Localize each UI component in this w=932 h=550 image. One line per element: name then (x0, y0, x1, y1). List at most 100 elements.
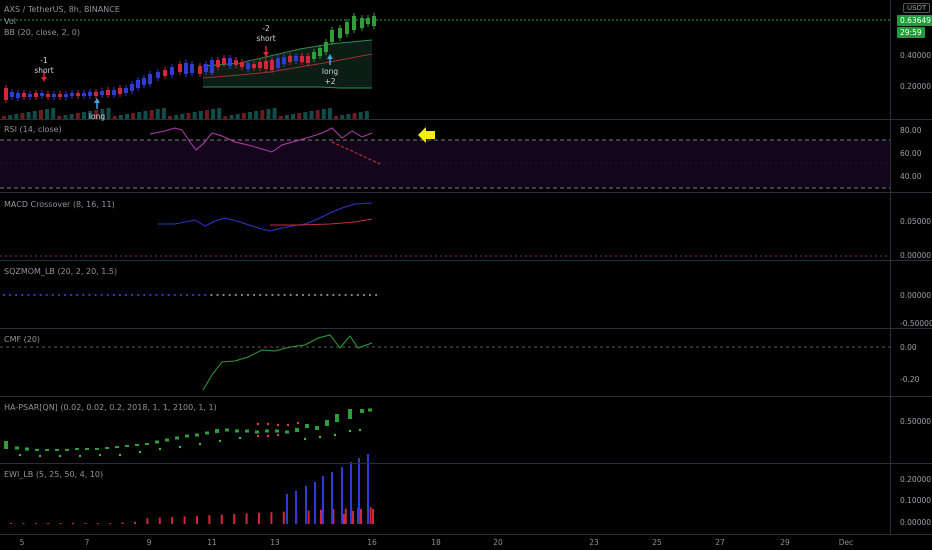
ewi-bar (34, 523, 37, 524)
indicator-label-rsi[interactable]: RSI (14, close) (4, 125, 62, 134)
squeeze-dot (259, 293, 262, 297)
volume-bar (94, 110, 99, 119)
indicator-label-sqzmom[interactable]: SQZMOM_LB (20, 2, 20, 1.5) (4, 267, 118, 276)
squeeze-dot (33, 293, 36, 297)
psar-dot (98, 453, 102, 457)
volume-bar (88, 111, 93, 119)
psar-dot (256, 422, 260, 426)
indicator-label-psar[interactable]: HA-PSAR[QN] (0.02, 0.02, 0.2, 2018, 1, 1… (4, 403, 217, 412)
time-tick: 25 (652, 538, 662, 547)
squeeze-dot (82, 293, 85, 297)
price-candle (58, 94, 62, 97)
volume-bar (272, 108, 277, 119)
price-candle (264, 61, 268, 69)
sqz-tick: 0.00000 (900, 291, 932, 300)
volume-bar (266, 109, 271, 119)
squeeze-dot (179, 293, 182, 297)
ewi-bar (331, 472, 333, 524)
ewi-tick: 0.10000 (900, 496, 932, 505)
long-signal-arrow (327, 54, 333, 59)
bb-upper-line (202, 39, 373, 67)
heikin-ashi-candle (225, 428, 229, 432)
time-tick: 29 (780, 538, 790, 547)
volume-bar (340, 115, 345, 119)
ewi-bar (22, 523, 25, 524)
price-candle (64, 94, 68, 97)
price-candle (94, 92, 98, 96)
macd-signal-line (270, 218, 373, 226)
pane-divider[interactable] (0, 260, 932, 261)
volume-bar (168, 116, 173, 119)
pane-divider[interactable] (0, 119, 932, 120)
time-tick: 20 (493, 538, 503, 547)
macd-tick: 0.05000 (900, 217, 932, 226)
bb-basis-line (202, 53, 373, 79)
price-candle (82, 93, 86, 96)
price-candle (198, 66, 202, 74)
volume-bar (63, 115, 68, 119)
pane-divider[interactable] (0, 396, 932, 397)
heikin-ashi-candle (105, 447, 109, 449)
volume-bar (352, 113, 357, 119)
squeeze-dot (9, 293, 12, 297)
symbol-title[interactable]: AXS / TetherUS, 8h, BINANCE (4, 5, 120, 14)
price-candle (258, 62, 262, 68)
price-candle (88, 92, 92, 96)
price-candle (28, 94, 32, 97)
ewi-bar (270, 512, 273, 524)
psar-dot (333, 433, 337, 437)
ewi-bar (305, 486, 307, 524)
squeeze-dot (45, 293, 48, 297)
price-candle (112, 90, 116, 95)
price-candle (318, 48, 322, 56)
indicator-label-bb[interactable]: BB (20, close, 2, 0) (4, 28, 80, 37)
heikin-ashi-candle (325, 420, 329, 426)
pane-divider[interactable] (0, 463, 932, 464)
price-candle (270, 60, 274, 70)
price-candle (156, 72, 160, 78)
volume-bar (315, 110, 320, 119)
psar-dot (218, 439, 222, 443)
volume-bar (20, 113, 25, 119)
indicator-label-ewi[interactable]: EWI_LB (5, 25, 50, 4, 10) (4, 470, 104, 479)
squeeze-dot (216, 293, 219, 297)
ewi-bar (59, 523, 62, 524)
volume-bar (297, 113, 302, 119)
price-candle (184, 63, 188, 74)
psar-dot (198, 442, 202, 446)
squeeze-dot (167, 293, 170, 297)
price-candle (306, 56, 310, 63)
volume-bar (14, 114, 19, 119)
heikin-ashi-candle (45, 449, 49, 451)
psar-dot (158, 447, 162, 451)
squeeze-dot (271, 293, 274, 297)
price-candle (288, 56, 292, 62)
squeeze-dot (57, 293, 61, 297)
currency-selector[interactable]: USDT (903, 3, 931, 13)
ewi-bar (286, 494, 288, 524)
heikin-ashi-candle (265, 429, 269, 433)
volume-bar (180, 114, 185, 119)
pane-divider[interactable] (0, 328, 932, 329)
indicator-label-cmf[interactable]: CMF (20) (4, 335, 41, 344)
trade-annotation: long (88, 112, 106, 121)
squeeze-dot (338, 293, 341, 297)
price-candle (330, 30, 334, 42)
volume-bar (186, 113, 191, 119)
time-tick: 5 (19, 538, 25, 547)
price-candle (324, 42, 328, 52)
indicator-label-macd[interactable]: MACD Crossover (8, 16, 11) (4, 200, 115, 209)
squeeze-dot (198, 293, 201, 297)
ewi-bar (307, 510, 310, 524)
squeeze-dot (155, 293, 158, 297)
ewi-tick: 0.00000 (900, 518, 932, 527)
squeeze-dot (332, 293, 335, 297)
indicator-label-vol[interactable]: Vol (4, 17, 16, 26)
volume-bar (346, 114, 351, 119)
heikin-ashi-candle (175, 436, 179, 440)
pane-divider[interactable] (0, 192, 932, 193)
squeeze-dot (63, 293, 67, 297)
volume-bar (260, 110, 265, 119)
